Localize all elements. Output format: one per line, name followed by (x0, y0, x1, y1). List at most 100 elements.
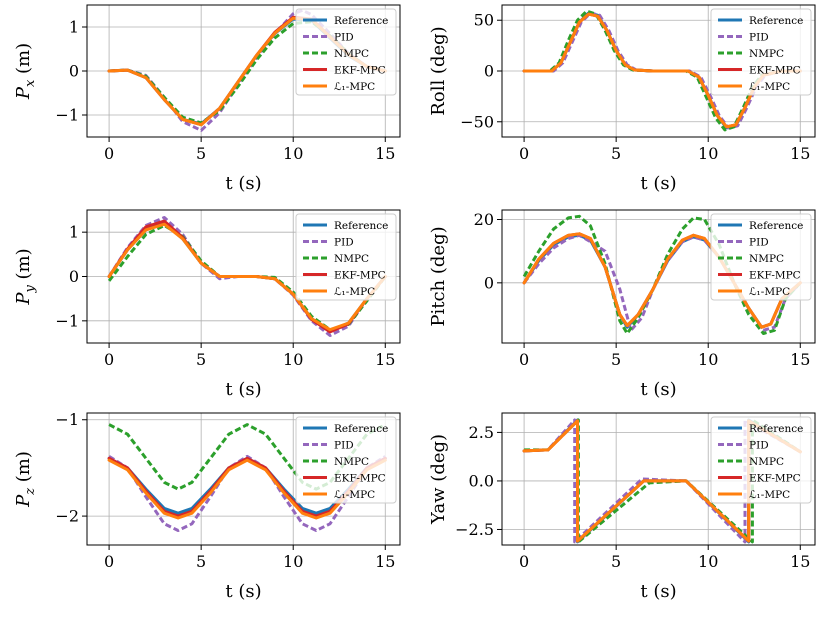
legend-entry: Reference (749, 15, 803, 27)
y-tick: 0 (69, 62, 79, 81)
x-tick: 10 (698, 350, 718, 369)
y-tick-label: 1 (69, 223, 79, 242)
series-line-nmpc (109, 20, 386, 125)
x-tick: 5 (611, 350, 621, 369)
series-group (107, 216, 387, 337)
x-tick-label: 5 (611, 552, 621, 571)
y-tick: −2.5 (455, 520, 494, 539)
legend: Reference PID NMPC EKF-MPC ℒ₁-MPC (710, 213, 812, 301)
y-tick-label: −1 (55, 311, 79, 330)
axes-frame (501, 4, 816, 138)
x-tick-label: 10 (283, 350, 303, 369)
legend-entry: Reference (334, 423, 388, 435)
x-tick-label: 5 (196, 552, 206, 571)
legend-entry: ℒ₁-MPC (749, 489, 790, 501)
y-tick: −1 (55, 311, 79, 330)
x-tick: 10 (698, 552, 718, 571)
y-axis-label: Pz (m) (13, 451, 38, 508)
x-tick-label: 15 (375, 350, 395, 369)
series-group (522, 9, 802, 132)
x-tick-label: 0 (519, 552, 529, 571)
x-axis-label: t (s) (225, 581, 261, 602)
x-tick-label: 10 (698, 144, 718, 163)
x-tick: 0 (104, 350, 114, 369)
y-tick-label: 0 (484, 273, 494, 292)
y-tick: 0 (484, 62, 494, 81)
legend: Reference PID NMPC EKF-MPC ℒ₁-MPC (295, 416, 397, 504)
series-line-l1-mpc (107, 222, 387, 332)
legend-entry: PID (749, 440, 769, 452)
panel-px: 0 5 10 15 −1 0 1 Reference PID NMPC EKF-MPC ℒ₁-MPC t… (13, 4, 401, 194)
legend: Reference PID NMPC EKF-MPC ℒ₁-MPC (710, 8, 812, 96)
legend-box (710, 213, 812, 301)
y-tick: 0 (69, 267, 79, 286)
y-axis-label: Px (m) (13, 43, 38, 100)
legend-box (295, 416, 397, 504)
series-line-pid (108, 454, 387, 532)
x-axis-label: t (s) (640, 379, 676, 400)
series-line-l1-mpc (522, 12, 802, 129)
y-tick-label: −1 (55, 410, 79, 429)
x-tick: 0 (104, 144, 114, 163)
y-tick: −1 (55, 410, 79, 429)
x-tick: 15 (790, 350, 810, 369)
x-tick-label: 5 (611, 144, 621, 163)
y-tick-label: 20 (474, 210, 494, 229)
series-line-l1-mpc (522, 232, 802, 329)
legend-entry: ℒ₁-MPC (334, 489, 375, 501)
y-tick: 0.0 (469, 471, 494, 490)
legend: Reference PID NMPC EKF-MPC ℒ₁-MPC (295, 213, 397, 301)
x-tick-label: 0 (104, 552, 114, 571)
y-tick: 2.5 (469, 423, 494, 442)
legend-entry: ℒ₁-MPC (334, 286, 375, 298)
x-tick-label: 10 (698, 350, 718, 369)
series-group (522, 214, 802, 335)
x-tick-label: 15 (375, 144, 395, 163)
y-tick: −50 (460, 112, 494, 131)
y-tick-label: 0 (69, 62, 79, 81)
x-axis-label: t (s) (640, 173, 676, 194)
x-tick: 0 (519, 144, 529, 163)
legend-entry: EKF-MPC (749, 270, 801, 282)
legend-box (295, 8, 397, 96)
legend-entry: ℒ₁-MPC (749, 286, 790, 298)
axes-frame (501, 209, 816, 344)
panel-roll: 0 5 10 15 −50 0 50 Reference PID NMPC EKF-MPC ℒ₁-MP… (428, 4, 816, 194)
axes-frame (86, 4, 401, 138)
x-tick: 10 (283, 552, 303, 571)
panel-yaw: 0 5 10 15 −2.5 0.0 2.5 Reference PID NMPC EKF-MPC ℒ… (428, 412, 816, 602)
legend-entry: ℒ₁-MPC (334, 81, 375, 93)
legend-entry: EKF-MPC (749, 473, 801, 485)
y-tick: 50 (474, 11, 494, 30)
x-tick: 15 (375, 144, 395, 163)
x-axis-label: t (s) (225, 379, 261, 400)
legend-entry: NMPC (334, 456, 369, 468)
x-tick-label: 0 (519, 144, 529, 163)
legend-entry: NMPC (749, 456, 784, 468)
x-tick: 5 (196, 144, 206, 163)
x-tick: 0 (519, 552, 529, 571)
axes-frame (501, 412, 816, 546)
x-tick-label: 15 (790, 144, 810, 163)
legend-entry: PID (334, 440, 354, 452)
x-tick-label: 5 (196, 144, 206, 163)
x-tick: 10 (283, 350, 303, 369)
y-tick: −1 (55, 106, 79, 125)
legend-entry: NMPC (334, 48, 369, 60)
legend-entry: ℒ₁-MPC (749, 81, 790, 93)
legend-entry: PID (749, 32, 769, 44)
x-tick: 15 (375, 552, 395, 571)
legend: Reference PID NMPC EKF-MPC ℒ₁-MPC (295, 8, 397, 96)
y-tick-label: 50 (474, 11, 494, 30)
legend-entry: NMPC (749, 253, 784, 265)
y-tick: 20 (474, 210, 494, 229)
y-axis-label: Roll (deg) (428, 26, 449, 115)
legend-box (710, 8, 812, 96)
x-tick: 10 (698, 144, 718, 163)
legend-entry: Reference (749, 220, 803, 232)
y-tick-label: 0.0 (469, 471, 494, 490)
y-tick-label: 0 (484, 62, 494, 81)
legend-entry: PID (334, 32, 354, 44)
